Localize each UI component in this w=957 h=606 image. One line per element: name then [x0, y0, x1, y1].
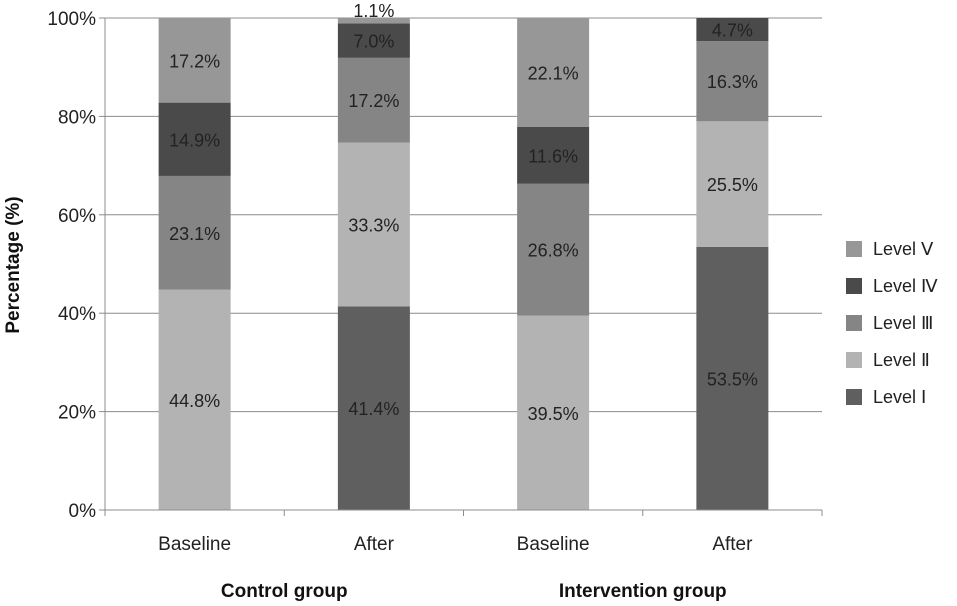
data-labels: 44.8% 23.1% 14.9% 17.2% 41.4% 33.3% 17.2% 7.0% 1… — [169, 1, 758, 424]
bar-segment — [517, 315, 590, 510]
x-tick-label: After — [354, 534, 395, 555]
data-label: 44.8% — [169, 391, 220, 411]
x-tick-label: Baseline — [158, 534, 231, 555]
data-label: 7.0% — [353, 32, 394, 52]
legend-label: Level Ⅴ — [873, 239, 934, 259]
bars — [158, 18, 769, 510]
bar-segment — [158, 175, 231, 290]
legend: Level Ⅴ Level Ⅳ Level Ⅲ Level Ⅱ Level Ⅰ — [846, 239, 938, 407]
x-tick-label: Baseline — [517, 534, 590, 555]
legend-label: Level Ⅱ — [873, 350, 930, 370]
legend-label: Level Ⅰ — [873, 387, 926, 407]
data-label: 17.2% — [169, 51, 220, 71]
data-label: 11.6% — [528, 146, 578, 166]
legend-swatch — [846, 389, 862, 405]
axes: 0% 20% 40% 60% 80% 100% Baseline After Baseline A… — [47, 9, 823, 602]
group-label: Intervention group — [559, 581, 727, 602]
data-label: 25.5% — [707, 175, 758, 195]
data-label: 53.5% — [707, 369, 758, 389]
y-tick-label: 60% — [58, 206, 96, 227]
data-label: 17.2% — [348, 91, 399, 111]
bar-segment — [696, 41, 769, 122]
bar-segment — [696, 121, 769, 247]
bar-segment — [158, 102, 231, 176]
data-label: 1.1% — [353, 1, 394, 21]
data-label: 16.3% — [707, 72, 758, 92]
y-axis-title: Percentage (%) — [3, 196, 24, 333]
bar-segment — [158, 18, 231, 103]
group-label: Control group — [221, 581, 348, 602]
bar-segment — [517, 18, 590, 127]
legend-label: Level Ⅳ — [873, 276, 938, 296]
data-label: 33.3% — [348, 215, 399, 235]
bar-segment — [517, 126, 590, 184]
bar-segment — [696, 18, 769, 42]
bar-segment — [337, 142, 410, 307]
legend-swatch — [846, 278, 862, 294]
data-label: 14.9% — [169, 130, 220, 150]
data-label: 22.1% — [528, 63, 579, 83]
bar-segment — [337, 306, 410, 510]
bar-segment — [337, 23, 410, 58]
bar-segment — [517, 183, 590, 316]
legend-label: Level Ⅲ — [873, 313, 933, 333]
legend-swatch — [846, 315, 862, 331]
y-tick-label: 0% — [69, 501, 97, 522]
data-label: 23.1% — [169, 224, 220, 244]
legend-swatch — [846, 352, 862, 368]
legend-swatch — [846, 241, 862, 257]
y-tick-label: 20% — [58, 403, 96, 424]
bar-segment — [696, 246, 769, 510]
data-label: 41.4% — [348, 399, 399, 419]
x-tick-label: After — [712, 534, 753, 555]
data-label: 26.8% — [528, 241, 579, 261]
y-tick-label: 100% — [47, 9, 96, 30]
data-label: 4.7% — [712, 21, 753, 41]
y-tick-label: 80% — [58, 107, 96, 128]
bar-segment — [337, 18, 410, 24]
y-tick-label: 40% — [58, 304, 96, 325]
data-label: 39.5% — [528, 404, 579, 424]
bar-segment — [158, 289, 231, 510]
bar-segment — [337, 57, 410, 143]
